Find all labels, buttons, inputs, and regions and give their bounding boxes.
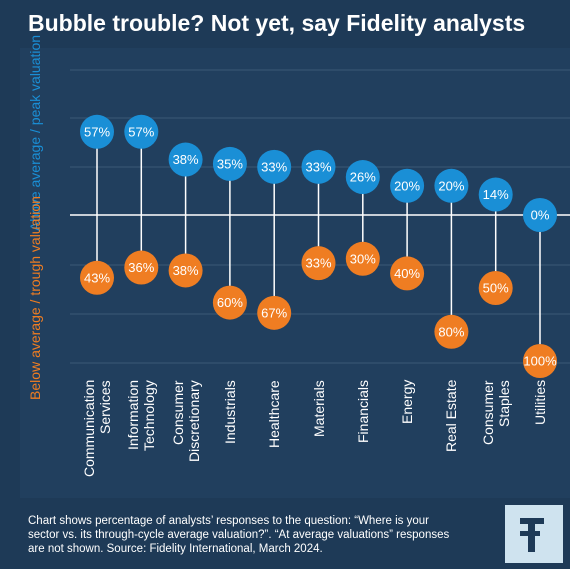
value-label: 36% — [128, 260, 154, 275]
bubble — [434, 314, 469, 349]
category-label: Consumer Discretionary — [169, 380, 202, 462]
value-label: 26% — [350, 170, 376, 185]
bubble — [80, 260, 114, 295]
category-label: Industrials — [221, 380, 238, 444]
value-label: 40% — [394, 266, 420, 281]
value-label: 67% — [261, 305, 287, 320]
category-label: Consumer Staples — [479, 380, 512, 445]
chart-title: Bubble trouble? Not yet, say Fidelity an… — [28, 10, 526, 36]
value-label: 38% — [173, 152, 199, 167]
value-label: 80% — [438, 324, 464, 339]
value-label: 33% — [305, 159, 331, 174]
side-label: Above average / peak valuation — [27, 35, 43, 231]
bubble — [168, 142, 203, 177]
logo — [505, 505, 563, 563]
bubble — [124, 114, 159, 149]
category-label: Communication Services — [81, 380, 113, 478]
bubble — [257, 295, 292, 330]
value-label: 57% — [128, 124, 154, 139]
value-label: 20% — [438, 178, 464, 193]
bubble — [434, 168, 469, 203]
category-label: Materials — [310, 380, 327, 437]
logo-shape — [520, 531, 540, 536]
value-label: 33% — [305, 256, 331, 271]
bubble — [345, 160, 380, 195]
value-label: 60% — [217, 295, 243, 310]
category-label: Real Estate — [443, 380, 460, 453]
value-label: 20% — [394, 178, 420, 193]
bubble — [212, 146, 247, 181]
side-label: Below average / trough valuation — [27, 196, 43, 400]
bubble — [301, 246, 336, 281]
bubble — [345, 241, 380, 276]
category-label: Energy — [399, 380, 416, 425]
value-label: 0% — [531, 208, 550, 223]
bubble — [301, 149, 336, 184]
bubble — [478, 271, 513, 305]
category-label: Information Technology — [125, 380, 158, 451]
bubble — [257, 149, 292, 184]
value-label: 30% — [350, 251, 376, 266]
bubble — [523, 344, 557, 378]
bubble — [212, 285, 247, 320]
bubble — [390, 168, 425, 203]
bubble — [168, 253, 203, 288]
value-label: 43% — [84, 270, 110, 285]
bubble — [478, 177, 513, 212]
bubble — [390, 256, 425, 291]
value-label: 35% — [217, 156, 243, 171]
bubble — [523, 198, 557, 232]
value-label: 33% — [261, 159, 287, 174]
bubble — [124, 250, 159, 285]
footnote: Chart shows percentage of analysts’ resp… — [28, 515, 450, 555]
value-label: 14% — [483, 187, 509, 202]
value-label: 50% — [483, 281, 509, 296]
category-label: Utilities — [532, 380, 548, 426]
category-label: Financials — [354, 380, 371, 444]
value-label: 57% — [84, 124, 110, 139]
value-label: 38% — [173, 263, 199, 278]
value-label: 100% — [523, 354, 557, 369]
category-label: Healthcare — [266, 380, 283, 448]
logo-shape — [520, 518, 544, 524]
bubble — [80, 114, 114, 149]
